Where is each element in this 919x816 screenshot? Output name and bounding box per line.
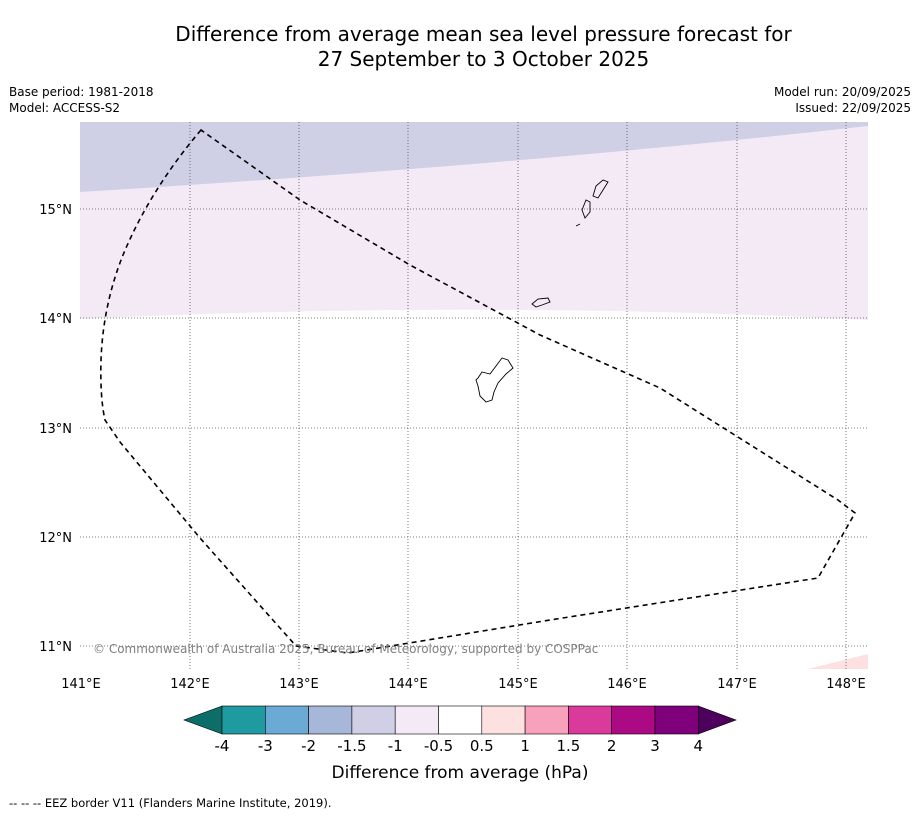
- lon-labels: 141°E 142°E 143°E 144°E 145°E 146°E 147°…: [61, 677, 866, 692]
- colorbar: -4 -3 -2 -1.5 -1 -0.5 0.5 1 1.5 2 3 4 Difference fr…: [183, 705, 737, 783]
- saipan-island: [592, 179, 609, 199]
- lon-label: 147°E: [717, 677, 757, 692]
- colorbar-extend-high: [697, 705, 737, 735]
- lon-label: 148°E: [826, 677, 866, 692]
- colorbar-segment: [308, 705, 353, 735]
- colorbar-segment: [264, 705, 309, 735]
- lon-label: 142°E: [170, 677, 210, 692]
- title-line-2: 27 September to 3 October 2025: [317, 47, 650, 71]
- lon-label: 145°E: [498, 677, 538, 692]
- lat-label: 13°N: [39, 422, 72, 437]
- colorbar-segment: [481, 705, 526, 735]
- lat-label: 11°N: [39, 640, 72, 655]
- model-name: Model: ACCESS-S2: [9, 101, 121, 115]
- aguijan-island: [575, 223, 581, 227]
- colorbar-label: Difference from average (hPa): [332, 763, 589, 783]
- colorbar-segment: [611, 705, 656, 735]
- colorbar-segment: [394, 705, 439, 735]
- lon-label: 146°E: [607, 677, 647, 692]
- colorbar-tick-label: 2: [607, 737, 617, 755]
- lon-label: 141°E: [61, 677, 101, 692]
- colorbar-segment: [351, 705, 396, 735]
- eez-footnote: -- -- -- EEZ border V11 (Flanders Marine…: [9, 796, 332, 810]
- colorbar-segment: [438, 705, 483, 735]
- colorbar-tick-label: -3: [258, 737, 273, 755]
- base-period: Base period: 1981-2018: [9, 85, 154, 99]
- lat-label: 14°N: [39, 312, 72, 327]
- colorbar-extend-low: [183, 705, 223, 735]
- colorbar-segments: [183, 705, 737, 735]
- colorbar-segment: [221, 705, 266, 735]
- copyright-notice: © Commonwealth of Australia 2025, Bureau…: [93, 642, 598, 656]
- colorbar-tick-label: 1: [520, 737, 530, 755]
- issued-date: Issued: 22/09/2025: [795, 101, 911, 115]
- eez-border: [100, 128, 857, 654]
- colorbar-tick-label: -1.5: [337, 737, 366, 755]
- anomaly-band-plus-0.5: [808, 654, 868, 669]
- colorbar-tick-label: -4: [215, 737, 230, 755]
- colorbar-tick-label: 3: [650, 737, 660, 755]
- lon-label: 144°E: [388, 677, 428, 692]
- colorbar-tick-label: 1.5: [556, 737, 580, 755]
- lat-label: 15°N: [39, 203, 72, 218]
- colorbar-tick-label: -1: [388, 737, 403, 755]
- colorbar-tick-label: -0.5: [424, 737, 453, 755]
- model-run: Model run: 20/09/2025: [773, 85, 911, 99]
- lat-labels: 15°N 14°N 13°N 12°N 11°N: [39, 203, 72, 655]
- gridlines: [80, 122, 868, 669]
- meta-left: Base period: 1981-2018 Model: ACCESS-S2: [9, 84, 154, 116]
- colorbar-tick-label: -2: [301, 737, 316, 755]
- lon-label: 143°E: [279, 677, 319, 692]
- guam-island: [475, 357, 514, 403]
- colorbar-segment: [654, 705, 699, 735]
- rota-island: [531, 297, 551, 308]
- meta-right: Model run: 20/09/2025 Issued: 22/09/2025: [774, 84, 911, 116]
- map-area: © Commonwealth of Australia 2025, Bureau…: [80, 122, 868, 669]
- tinian-island: [581, 199, 591, 219]
- chart-title: Difference from average mean sea level p…: [0, 22, 919, 72]
- colorbar-tick-label: 0.5: [470, 737, 494, 755]
- lat-label: 12°N: [39, 531, 72, 546]
- colorbar-ticks: -4 -3 -2 -1.5 -1 -0.5 0.5 1 1.5 2 3 4: [215, 737, 704, 755]
- anomaly-band-minus-1: [80, 122, 868, 192]
- colorbar-tick-label: 4: [694, 737, 704, 755]
- title-line-1: Difference from average mean sea level p…: [175, 22, 792, 46]
- colorbar-segment: [568, 705, 613, 735]
- colorbar-segment: [524, 705, 569, 735]
